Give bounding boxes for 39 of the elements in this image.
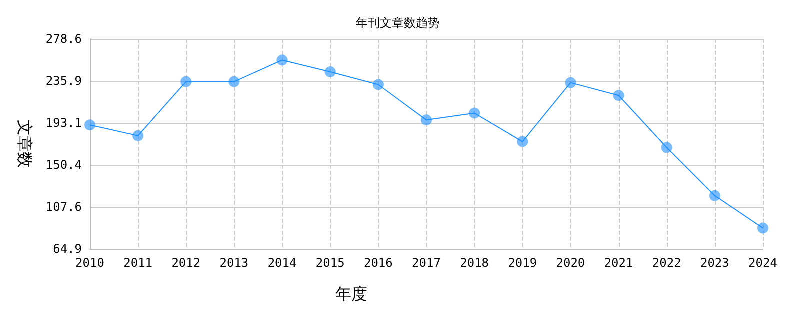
x-tick-label: 2020	[556, 256, 586, 270]
y-tick-label: 150.4	[46, 158, 82, 172]
x-tick-label: 2018	[460, 256, 490, 270]
point	[709, 190, 720, 202]
point	[565, 77, 576, 88]
point	[613, 90, 624, 102]
x-tick-label: 2016	[364, 256, 393, 270]
chart-title: 年刊文章数趋势	[356, 16, 440, 30]
x-tick-label: 2010	[76, 256, 104, 270]
point	[324, 66, 336, 78]
point	[372, 79, 384, 90]
x-tick-label: 2021	[604, 256, 634, 270]
x-tick-label: 2013	[220, 256, 249, 270]
point	[276, 54, 288, 66]
point	[421, 114, 432, 126]
y-tick-label: 107.6	[46, 200, 82, 214]
y-tick-label: 235.9	[46, 74, 82, 88]
x-tick-label: 2022	[652, 256, 682, 270]
x-tick-label: 2019	[508, 256, 538, 270]
x-tick-label: 2024	[748, 256, 778, 270]
x-tick-label: 2014	[268, 256, 297, 270]
x-tick-label: 2017	[412, 256, 441, 270]
y-tick-label: 64.9	[53, 242, 82, 256]
y-tick-label: 193.1	[46, 116, 82, 130]
x-tick-label: 2012	[172, 256, 201, 270]
point	[469, 108, 480, 119]
x-tick-label: 2011	[124, 256, 153, 270]
point	[228, 76, 240, 88]
point	[180, 76, 192, 88]
x-tick-label: 2023	[700, 256, 730, 270]
point	[517, 136, 528, 148]
point	[84, 120, 96, 131]
x-axis-title: 年度	[336, 286, 368, 304]
y-tick-label: 278.6	[46, 32, 82, 46]
y-axis-title: 文章数	[16, 120, 34, 168]
point	[758, 222, 768, 234]
x-tick-label: 2015	[316, 256, 345, 270]
point	[661, 142, 672, 154]
point	[132, 130, 144, 142]
